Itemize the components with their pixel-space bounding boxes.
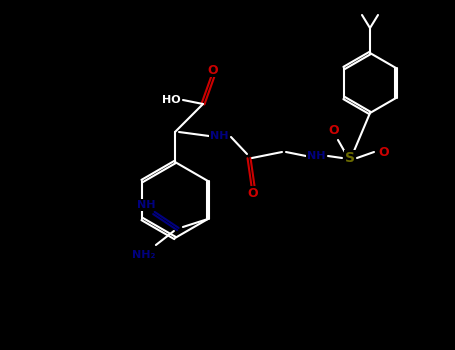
Text: O: O — [248, 187, 258, 199]
Text: O: O — [379, 146, 389, 159]
Text: NH₂: NH₂ — [132, 250, 156, 260]
Text: NH: NH — [307, 151, 325, 161]
Text: S: S — [345, 151, 355, 165]
Text: NH: NH — [210, 131, 228, 141]
Text: NH: NH — [136, 200, 155, 210]
Text: HO: HO — [162, 95, 180, 105]
Text: O: O — [207, 63, 218, 77]
Text: O: O — [329, 124, 339, 136]
